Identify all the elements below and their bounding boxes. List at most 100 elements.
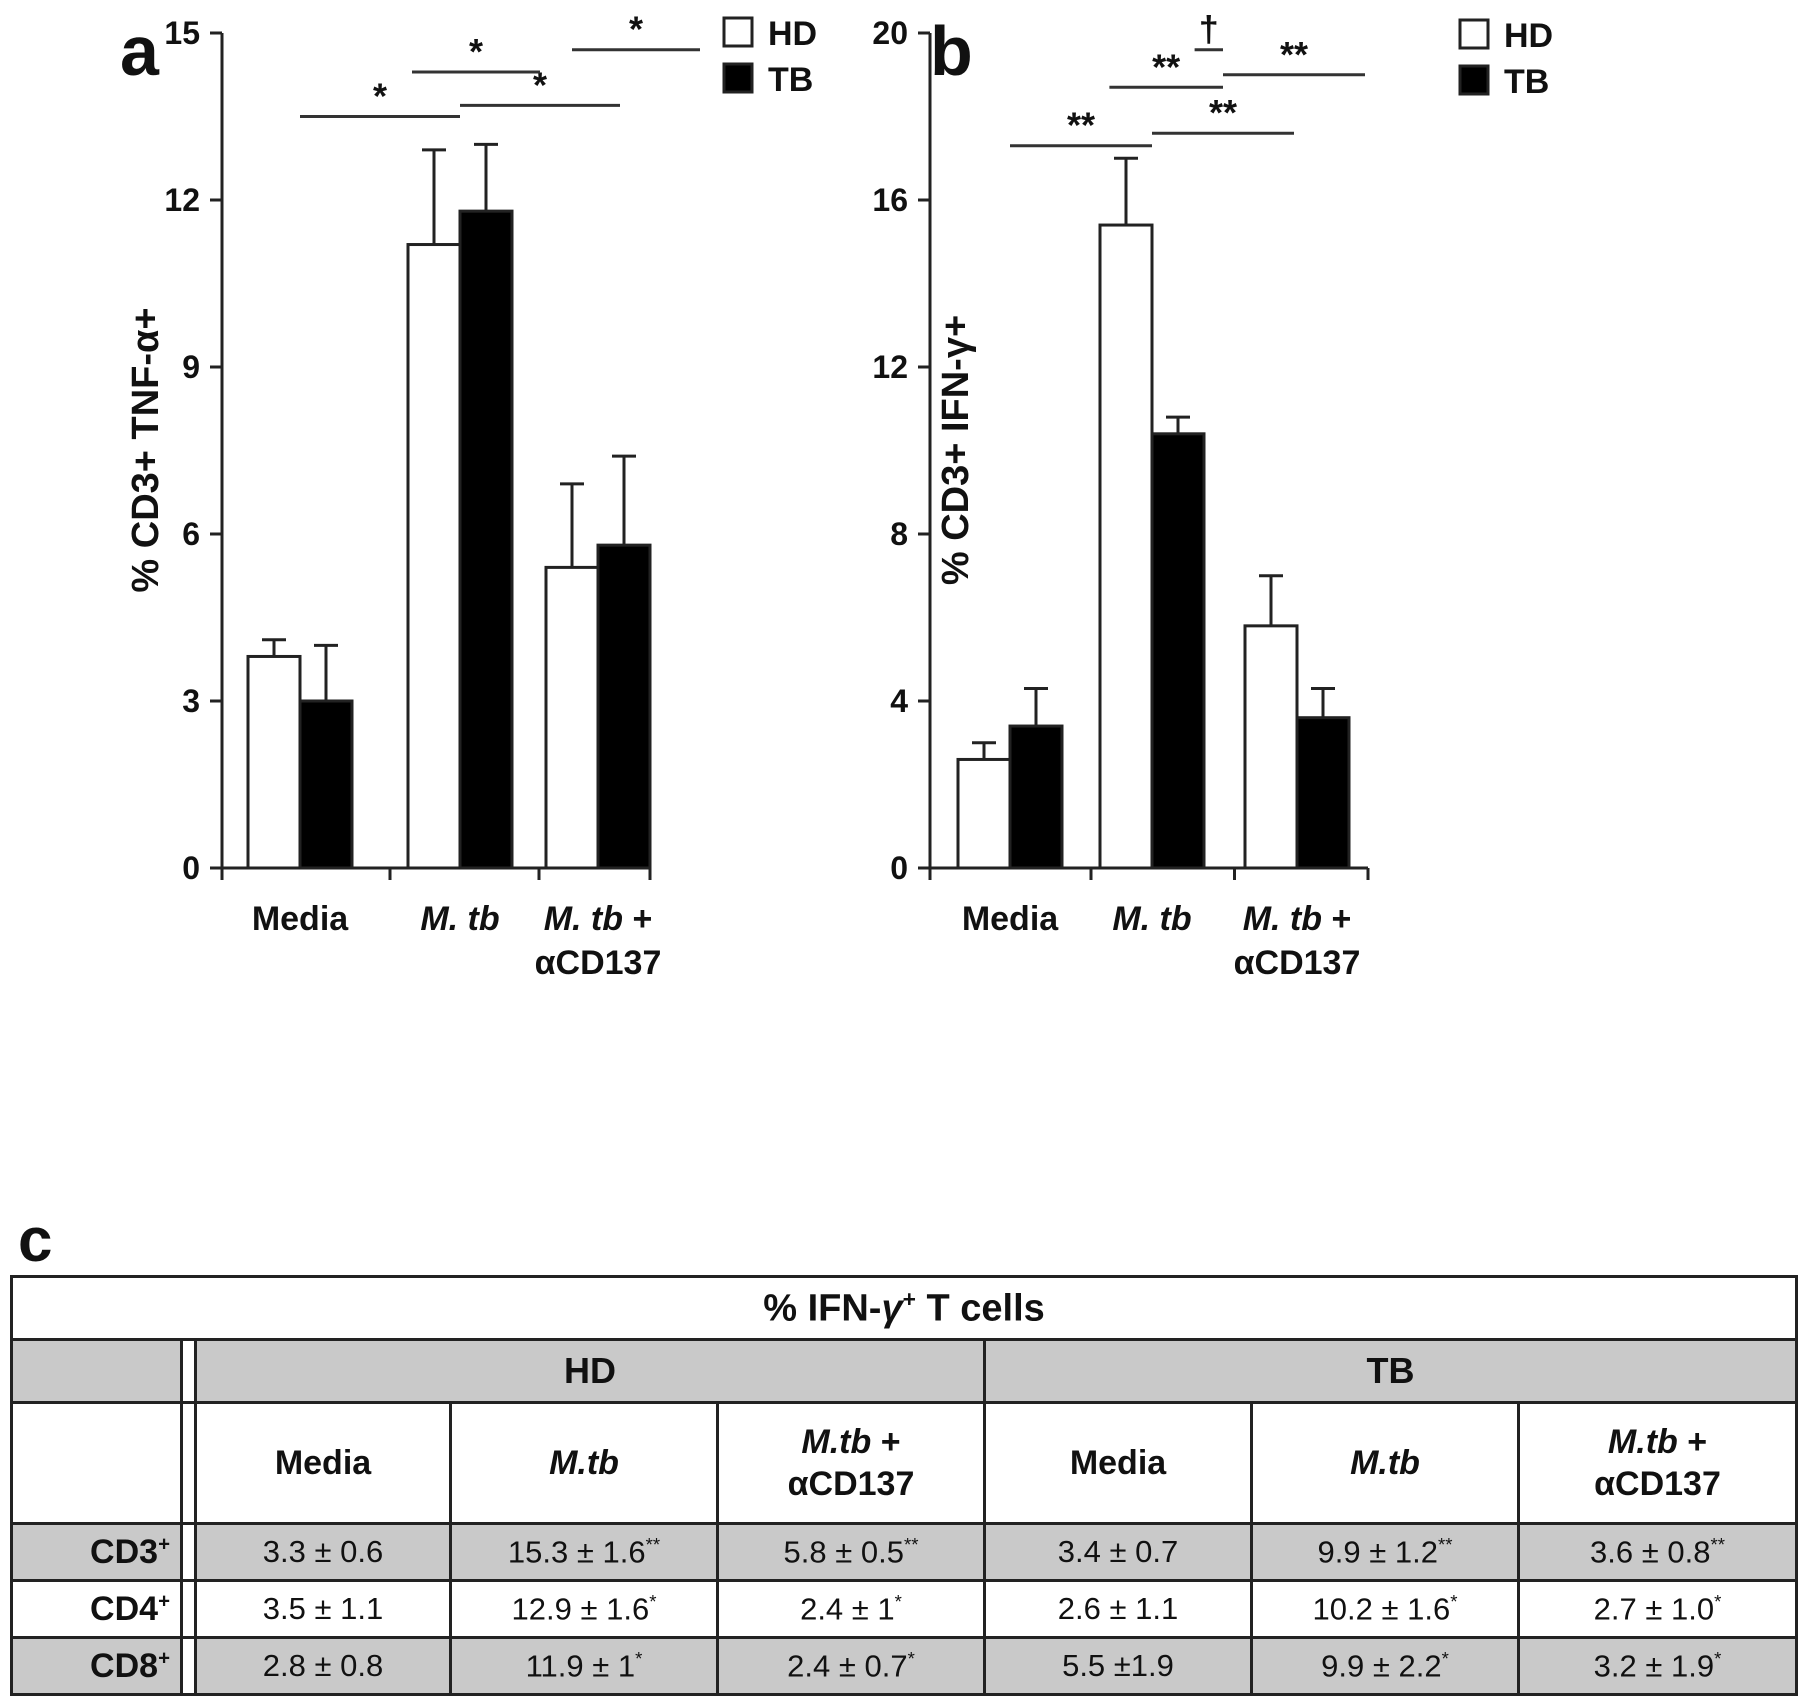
spacer-cell (181, 1338, 196, 1404)
hd-mtb-acd137-header: M.tb + αCD137 (716, 1401, 986, 1525)
significance-mark: * (907, 1647, 915, 1669)
table-cell: 2.7 ± 1.0* (1516, 1579, 1799, 1639)
panel-b-category-label: M. tb (1112, 900, 1191, 938)
table-title-gamma: γ (881, 1287, 903, 1330)
table-cell: 2.4 ± 0.7* (716, 1636, 986, 1696)
table-cell: 3.4 ± 0.7 (983, 1522, 1253, 1582)
combo-acd137: αCD137 (1594, 1465, 1721, 1503)
panel-c-letter: c (18, 1206, 53, 1275)
ifn-gamma-table: % IFN-γ+ T cells HD TB Media M.tb M.tb +… (9, 1275, 1799, 1696)
hd-mtb-header: M.tb (449, 1401, 719, 1525)
table-title-rest: T cells (915, 1287, 1045, 1330)
row-label: CD3+ (10, 1522, 183, 1582)
panel-a-y-tick-label: 9 (182, 349, 200, 385)
significance-mark: * (1450, 1590, 1458, 1612)
row-label-sup: + (158, 1590, 170, 1613)
table-cell: 3.3 ± 0.6 (194, 1522, 452, 1582)
panel-b-bar-tb (1150, 432, 1206, 870)
significance-mark: * (635, 1647, 643, 1669)
panel-a-ylabel: % CD3+ TNF-α+ (125, 307, 167, 592)
significance-mark: * (1714, 1590, 1722, 1612)
table-row: CD3+ 3.3 ± 0.6 15.3 ± 1.6** 5.8 ± 0.5** 3.4 … (10, 1522, 1799, 1582)
combo-plus: + (1677, 1423, 1708, 1461)
group-hd-header: HD (194, 1338, 986, 1404)
panel-b-significance-label: ** (1280, 34, 1308, 75)
panel-a-significance-label: * (533, 64, 547, 105)
panel-a-category-label: αCD137 (535, 944, 662, 982)
significance-mark: * (649, 1590, 657, 1612)
tb-mtb-header: M.tb (1250, 1401, 1520, 1525)
table-cell: 9.9 ± 1.2** (1250, 1522, 1520, 1582)
panel-b-bar-hd (1098, 223, 1154, 870)
panel-a-y-tick-label: 12 (164, 182, 200, 218)
table-title: % IFN-γ+ T cells (9, 1275, 1799, 1340)
panel-b-category-label: αCD137 (1234, 944, 1361, 982)
table-row: CD4+ 3.5 ± 1.1 12.9 ± 1.6* 2.4 ± 1* 2.6 ± 1.… (10, 1579, 1799, 1639)
panel-a-letter: a (120, 12, 160, 90)
combo-mtb: M.tb (1607, 1423, 1678, 1461)
corner-cell-blank (10, 1401, 183, 1524)
panel-a-legend-label-hd: HD (768, 15, 817, 53)
row-label-sup: + (158, 1647, 170, 1670)
panel-b-y-tick-label: 4 (890, 683, 908, 719)
panel-a-y-tick-label: 3 (182, 683, 200, 719)
panel-b-bar-hd (1243, 624, 1299, 870)
panel-a-significance-label: * (629, 9, 643, 50)
panel-b-letter: b (930, 12, 973, 90)
table-cell: 5.5 ±1.9 (983, 1636, 1253, 1696)
panel-b-category-label-part: + (1322, 900, 1351, 938)
spacer-cell (181, 1522, 196, 1582)
corner-cell (10, 1338, 183, 1404)
table-cell: 11.9 ± 1* (449, 1636, 719, 1696)
tb-mtb-acd137-header: M.tb + αCD137 (1516, 1401, 1799, 1525)
panel-b-significance-label: ** (1067, 105, 1095, 146)
table-title-main: % IFN- (763, 1287, 882, 1330)
panel-b-significance-label: ** (1152, 46, 1180, 87)
combo-plus: + (871, 1423, 901, 1461)
table-body: CD3+ 3.3 ± 0.6 15.3 ± 1.6** 5.8 ± 0.5** 3.4 … (10, 1522, 1799, 1696)
table-cell: 3.2 ± 1.9* (1516, 1636, 1799, 1696)
table-cell: 2.4 ± 1* (716, 1579, 986, 1639)
spacer-cell (181, 1636, 196, 1696)
combo-mtb: M.tb (801, 1423, 872, 1461)
panel-b-category-label: Media (962, 900, 1059, 938)
panel-a-y-tick-label: 0 (182, 850, 200, 886)
panel-b-ylabel: % CD3+ IFN-γ+ (935, 315, 977, 585)
panel-b-category-label: M. tb + (1243, 900, 1352, 938)
table-cell: 9.9 ± 2.2* (1250, 1636, 1520, 1696)
row-label-sup: + (158, 1533, 170, 1556)
table-cell: 5.8 ± 0.5** (716, 1522, 986, 1582)
row-label: CD8+ (10, 1636, 183, 1696)
panel-a-bar-hd (246, 654, 302, 870)
panel-a-significance-label: * (469, 31, 483, 72)
group-tb-header: TB (982, 1338, 1799, 1404)
panel-b-category-label-part: M. tb (1243, 900, 1322, 938)
table-cell: 2.8 ± 0.8 (194, 1636, 452, 1696)
panel-a-legend-swatch-hd (722, 16, 754, 48)
panel-a-bar-hd (544, 565, 600, 870)
spacer-cell (181, 1401, 196, 1525)
table-cell: 2.6 ± 1.1 (983, 1579, 1253, 1639)
significance-mark: ** (1710, 1533, 1725, 1555)
row-label: CD4+ (10, 1579, 183, 1639)
panel-b-legend-swatch-tb (1458, 64, 1490, 96)
panel-a-significance-label: * (373, 76, 387, 117)
panel-b-y-tick-label: 12 (872, 349, 908, 385)
table-row: CD8+ 2.8 ± 0.8 11.9 ± 1* 2.4 ± 0.7* 5.5 ±1.9… (10, 1636, 1799, 1696)
panel-b-y-tick-label: 20 (872, 15, 908, 51)
panel-b-bar-tb (1295, 716, 1351, 870)
panel-a-category-label: M. tb + (544, 900, 653, 938)
panel-a-bar-tb (298, 699, 354, 870)
significance-mark: ** (903, 1533, 919, 1555)
panel-b-bar-hd (956, 757, 1012, 870)
significance-mark: * (1441, 1647, 1449, 1669)
table-cell: 12.9 ± 1.6* (449, 1579, 719, 1639)
spacer-cell (181, 1579, 196, 1639)
panel-b-bar-tb (1008, 724, 1064, 870)
panel-b-significance-label: † (1199, 9, 1219, 50)
tb-media-header: Media (983, 1401, 1253, 1525)
panel-b-y-tick-label: 8 (890, 516, 908, 552)
panel-a-legend-label-tb: TB (768, 61, 813, 99)
panel-b-legend-label-tb: TB (1504, 63, 1549, 101)
